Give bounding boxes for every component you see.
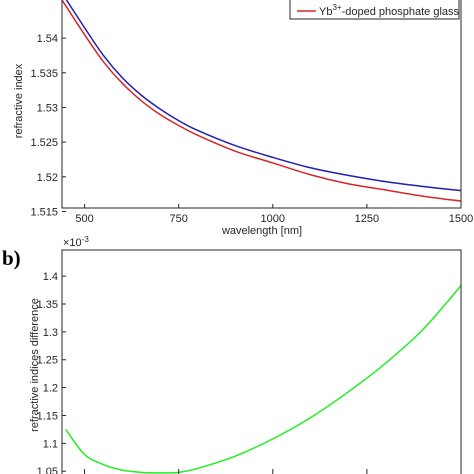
chart-a-y-tick-label: 1.52 — [37, 172, 58, 184]
chart-b-series-line-0 — [65, 285, 461, 474]
chart-b-y-exponent: ×10-3 — [63, 235, 89, 249]
chart-b-y-tick-label: 1.05 — [37, 466, 58, 474]
legend-box — [289, 0, 460, 20]
chart-a-y-tick-label: 1.515 — [30, 206, 58, 218]
chart-a-x-tick-label: 1250 — [355, 213, 379, 225]
chart-a-legend: Yb3+-doped phosphate glass — [289, 0, 460, 20]
chart-b-y-tick-label: 1.1 — [43, 438, 58, 450]
chart-b-y-tick-label: 1.4 — [43, 271, 58, 283]
y-exponent-power: -3 — [82, 235, 90, 244]
chart-a-y-axis-label: refractive index — [13, 63, 25, 138]
panel-label-b: b) — [2, 246, 21, 270]
y-exponent-base: ×10 — [63, 237, 82, 249]
chart-a: 500 750 1000 1250 1500 1.5151.521.5251.531.5… — [13, 0, 473, 237]
chart-a-x-tick-label: 1000 — [261, 213, 285, 225]
chart-a-x-tick-label: 500 — [75, 213, 93, 225]
chart-a-series-line-0 — [65, 0, 461, 192]
chart-a-x-ticks: 500 750 1000 1250 1500 — [75, 204, 473, 225]
chart-b-series — [65, 285, 461, 474]
chart-a-y-tick-label: 1.535 — [30, 68, 58, 80]
chart-b-y-tick-label: 1.25 — [37, 355, 58, 367]
chart-a-series-line-1 — [62, 0, 461, 202]
chart-b-y-tick-label: 1.15 — [37, 410, 58, 422]
chart-a-y-tick-label: 1.53 — [37, 102, 58, 114]
chart-a-axes-box — [61, 0, 462, 209]
legend-label-sup: 3+ — [332, 3, 341, 12]
chart-a-y-ticks: 1.515 1.52 1.525 1.53 1.535 1.54 — [30, 33, 66, 218]
legend-label-rest: -doped phosphate glass — [342, 6, 460, 18]
legend-label: Yb3+-doped phosphate glass — [319, 3, 460, 18]
chart-b-y-tick-label: 1.2 — [43, 383, 58, 395]
chart-a-y-tick-label: 1.525 — [30, 137, 58, 149]
chart-b-axes-box — [61, 249, 462, 474]
chart-a-x-axis-label: wavelength [nm] — [221, 225, 302, 237]
chart-a-series — [62, 0, 461, 202]
legend-label-main: Yb — [319, 6, 332, 18]
chart-b: b) ×10-3 1.4 1.35 1.3 1.25 1.2 1.15 1.1 1.05 re… — [2, 235, 462, 474]
chart-b-y-tick-label: 1.35 — [37, 299, 58, 311]
chart-a-x-tick-label: 750 — [170, 213, 188, 225]
chart-b-x-ticks — [84, 469, 368, 474]
chart-b-y-ticks: 1.4 1.35 1.3 1.25 1.2 1.15 1.1 1.05 — [37, 271, 66, 474]
chart-a-y-tick-label: 1.54 — [37, 33, 58, 45]
chart-a-x-tick-label: 1500 — [449, 213, 473, 225]
chart-b-y-axis-label: refractive indices difference — [29, 298, 41, 432]
chart-b-y-tick-label: 1.3 — [43, 327, 58, 339]
